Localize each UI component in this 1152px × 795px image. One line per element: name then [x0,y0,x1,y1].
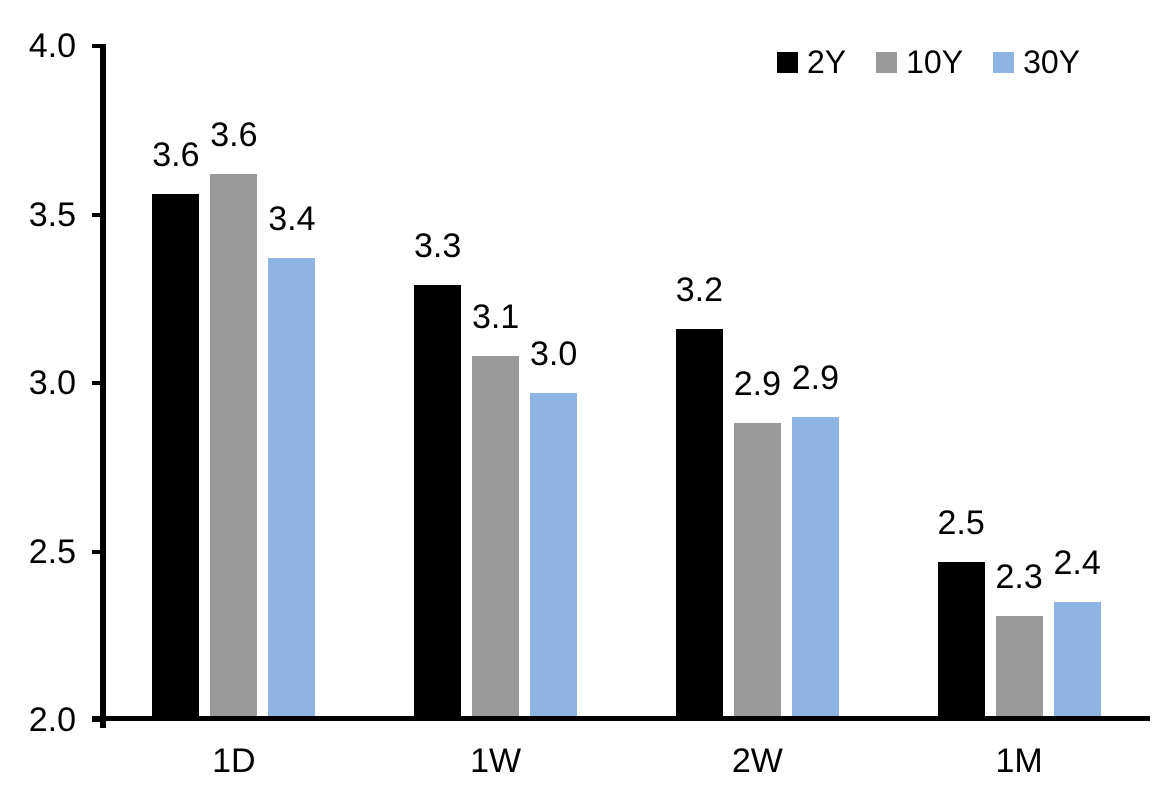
x-category-label: 1D [212,742,256,780]
legend-swatch-10y [876,51,898,73]
y-tick-label: 3.5 [28,195,76,234]
legend: 2Y 10Y 30Y [776,44,1080,80]
y-tick-label: 2.0 [28,701,76,739]
bar-value-label: 3.6 [152,136,200,175]
legend-label-10y: 10Y [906,44,964,80]
bar-10y-2w [733,423,781,720]
legend-item-30y: 30Y [993,46,1080,78]
bar-30y-2w [791,416,839,720]
legend-swatch-2y [776,51,798,73]
legend-swatch-30y [993,51,1015,73]
legend-item-2y: 2Y [776,44,847,80]
bar-value-label: 3.3 [413,227,462,266]
bar-2y-1m [937,561,985,720]
bar-value-label: 3.6 [210,116,258,155]
x-category-label: 2W [731,742,783,780]
y-axis-tick [92,44,103,48]
bar-value-label: 2.4 [1053,544,1101,583]
bar-10y-1d [210,174,258,720]
x-axis-line [92,716,1150,721]
x-axis-origin-tick [100,721,106,728]
y-tick-label: 4.0 [28,27,76,65]
y-axis-line [100,44,106,721]
legend-label-2y: 2Y [806,44,847,80]
legend-item-10y: 10Y [876,46,963,78]
y-axis-tick [92,212,103,217]
bar-2y-1w [414,285,462,720]
x-category-label: 1M [995,742,1043,780]
bar-value-label: 3.2 [675,271,723,310]
y-axis-tick [92,381,103,385]
bar-30y-1m [1053,602,1101,720]
bar-value-label: 3.0 [529,335,578,374]
bar-value-label: 3.4 [268,200,316,239]
x-category-label: 1W [470,742,522,780]
bar-value-label: 3.1 [471,298,520,337]
y-tick-label: 3.0 [28,364,76,402]
bar-value-label: 2.9 [791,358,839,397]
bar-2y-2w [675,329,723,720]
y-tick-label: 2.5 [28,532,76,571]
bar-30y-1w [530,393,578,720]
bar-value-label: 2.5 [937,503,985,542]
bar-30y-1d [268,258,316,720]
bar-value-label: 2.9 [733,365,781,404]
legend-label-30y: 30Y [1023,44,1080,80]
bar-10y-1m [995,615,1043,720]
y-axis-tick [92,549,103,554]
bar-value-label: 2.3 [995,557,1043,596]
bar-10y-1w [472,356,520,720]
bar-2y-1d [152,194,200,720]
